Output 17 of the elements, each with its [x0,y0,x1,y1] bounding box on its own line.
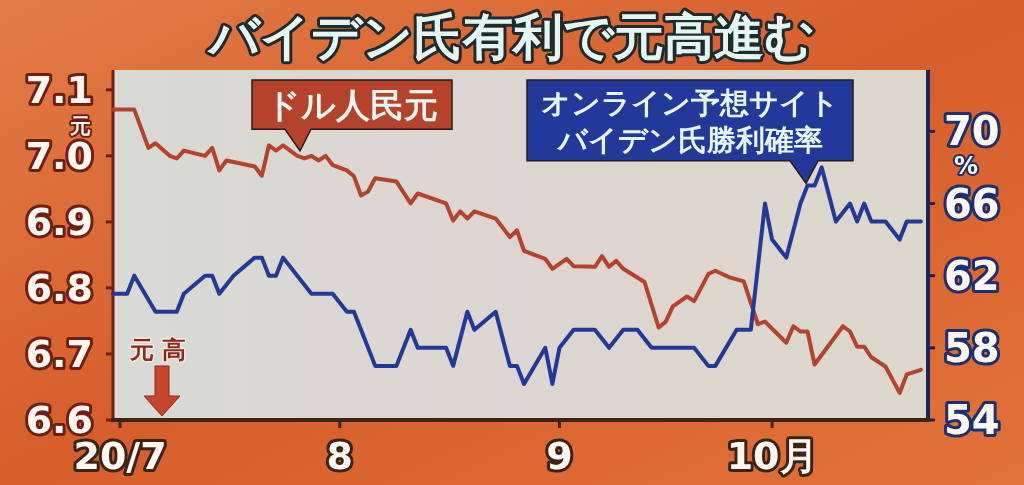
y2-axis-title: % [953,152,979,180]
y2-tick-label: 62 [944,252,1000,299]
chart-title: バイデン氏有利で元高進む [207,8,815,66]
x-tick-label: 10月 [726,434,818,478]
x-tick-label: 8 [326,434,354,478]
y-tick-label: 6.8 [25,265,93,310]
y2-tick-label: 58 [944,324,1000,371]
y-tick-label: 6.7 [25,331,93,376]
y2-tick-label: 66 [944,180,1000,227]
series-label: ドル人民元 [266,85,438,126]
x-tick-label: 9 [546,434,573,478]
series-label: オンライン予想サイトバイデン氏勝利確率 [541,85,839,157]
y-tick-label: 7.1 [25,67,93,112]
y2-tick-label: 70 [944,108,1000,155]
annotation: 元 高 [128,336,187,364]
y2-tick-label: 54 [944,397,1000,443]
y-tick-label: 6.9 [25,199,93,244]
